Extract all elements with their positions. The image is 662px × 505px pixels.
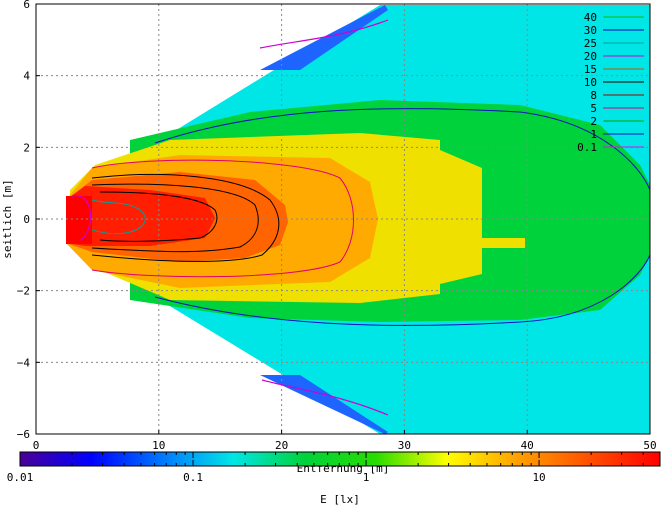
legend-label: 20 — [584, 50, 597, 63]
contour-line-15-lx — [91, 199, 146, 235]
contour-line-20-lx — [71, 19, 389, 416]
colorbar-tick-label: 0.1 — [183, 471, 203, 484]
colorbar: 0.01 0.1 1 10 E [lx] — [7, 451, 661, 505]
contour-lines — [71, 19, 650, 416]
y-axis-title: seitlich [m] — [1, 179, 14, 258]
legend-label: 5 — [590, 102, 597, 115]
legend-label: 25 — [584, 37, 597, 50]
colorbar-title: E [lx] — [320, 493, 360, 505]
x-tick-label: 10 — [152, 439, 165, 452]
y-tick-label: 6 — [23, 0, 30, 11]
x-tick-label: 50 — [643, 439, 656, 452]
y-tick-label: 4 — [23, 70, 30, 83]
heatmap-red-region — [66, 186, 215, 246]
legend-label: 2 — [590, 115, 597, 128]
y-tick-label: −2 — [17, 285, 30, 298]
legend-label: 0.1 — [577, 141, 597, 154]
y-tick-label: −6 — [17, 428, 30, 441]
x-tick-label: 30 — [398, 439, 411, 452]
colorbar-tick-label: 0.01 — [7, 471, 34, 484]
x-tick-label: 0 — [33, 439, 40, 452]
grid — [36, 4, 650, 434]
heatmap-blue-lower-edge — [260, 375, 388, 434]
colorbar-tick-label: 10 — [532, 471, 545, 484]
y-tick-label: −4 — [17, 356, 31, 369]
contour-line-2-lx — [91, 159, 354, 278]
contour-line-1-lx — [154, 108, 650, 326]
legend-label: 10 — [584, 76, 597, 89]
x-tick-label: 20 — [275, 439, 288, 452]
legend-label: 8 — [590, 89, 597, 102]
contour-line-5-lx — [91, 173, 280, 262]
legend-label: 30 — [584, 24, 597, 37]
contour-line-10-lx — [99, 191, 218, 242]
legend-label: 15 — [584, 63, 597, 76]
y-tick-label: 2 — [23, 141, 30, 154]
x-tick-label: 40 — [521, 439, 534, 452]
y-tick-label: 0 — [23, 213, 30, 226]
legend-label: 40 — [584, 11, 597, 24]
contour-line-8-lx — [91, 183, 259, 253]
colorbar-gradient — [19, 451, 661, 467]
colorbar-tick-label: 1 — [363, 471, 370, 484]
heatmap-area — [66, 5, 650, 434]
legend-label: 1 — [590, 128, 597, 141]
